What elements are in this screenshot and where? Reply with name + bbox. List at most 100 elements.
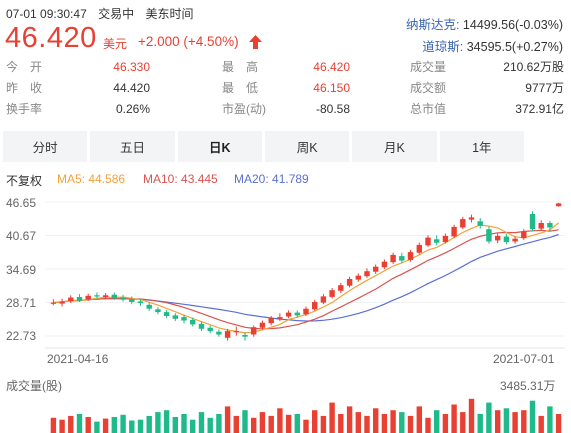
tab-intraday[interactable]: 分时 xyxy=(3,131,88,162)
candle-body xyxy=(277,317,283,319)
candle xyxy=(233,326,239,336)
arrow-up-icon xyxy=(249,35,262,49)
tab-five-day[interactable]: 五日 xyxy=(90,131,175,162)
candle xyxy=(477,217,483,229)
timezone-label: 美东时间 xyxy=(145,7,194,21)
candle xyxy=(451,224,457,239)
adjust-mode[interactable]: 不复权 xyxy=(6,174,43,188)
candle xyxy=(320,294,327,305)
candlestick-chart[interactable] xyxy=(0,190,571,360)
volume-bar xyxy=(94,421,100,433)
candle xyxy=(355,273,361,282)
volume-bar xyxy=(268,415,274,433)
volume-bar xyxy=(259,412,266,433)
volume-bar xyxy=(102,418,109,433)
index-nasdaq[interactable]: 纳斯达克: 14499.56(-0.03%) xyxy=(406,14,563,33)
ma5-legend: MA5: 44.586 xyxy=(57,172,126,186)
turnover-label: 换手率 xyxy=(6,102,43,116)
volume-bar xyxy=(468,398,475,433)
candle-body xyxy=(76,297,83,301)
candle-body xyxy=(233,331,239,333)
candle xyxy=(312,299,318,311)
candle xyxy=(76,294,83,302)
candle-body xyxy=(486,229,492,242)
volume-bar xyxy=(224,406,231,433)
candle-body xyxy=(190,319,196,325)
tab-daily-k[interactable]: 日K xyxy=(177,131,262,162)
volume-bar xyxy=(198,412,205,433)
candle-body xyxy=(120,297,126,300)
candle-body xyxy=(163,312,170,316)
candle-body xyxy=(416,244,422,253)
candle-body xyxy=(390,254,396,263)
pe-value: -80.58 xyxy=(315,102,350,116)
volume-bar xyxy=(407,415,414,433)
candle xyxy=(381,259,388,269)
index-dow-value: 34595.5(+0.27%) xyxy=(466,40,563,54)
volume-bar xyxy=(76,414,83,433)
candle-body xyxy=(451,226,457,237)
ma5-line xyxy=(53,222,559,334)
candle xyxy=(129,296,135,305)
volume-bar xyxy=(477,414,483,433)
candle xyxy=(486,226,492,244)
candle-body xyxy=(425,237,431,246)
last-price: 46.420 xyxy=(5,22,97,54)
volume-bar xyxy=(503,408,510,433)
volume-bar xyxy=(512,412,518,433)
candle xyxy=(102,293,109,300)
volume-bar xyxy=(172,417,178,433)
tab-weekly-k[interactable]: 周K xyxy=(264,131,350,162)
volume-bar xyxy=(181,414,187,433)
candle xyxy=(434,235,440,246)
candle xyxy=(155,307,161,315)
quote-datetime: 07-01 09:30:47 xyxy=(6,7,87,21)
high-value: 46.420 xyxy=(313,60,350,74)
tab-one-year[interactable]: 1年 xyxy=(439,131,524,162)
candle xyxy=(59,298,65,307)
candle-body xyxy=(381,261,388,268)
candle xyxy=(521,229,527,240)
period-tabs: 分时 五日 日K 周K 月K 1年 xyxy=(3,131,524,162)
tab-monthly-k[interactable]: 月K xyxy=(352,131,437,162)
candle xyxy=(50,299,57,306)
y-tick-label: 22.73 xyxy=(6,329,37,343)
candle-body xyxy=(207,327,213,332)
index-nasdaq-value: 14499.56(-0.03%) xyxy=(462,18,563,32)
index-dow[interactable]: 道琼斯: 34595.5(+0.27%) xyxy=(422,36,563,55)
candle-body xyxy=(198,323,205,329)
quote-header: 07-01 09:30:47 交易中 美东时间 xyxy=(6,5,201,22)
index-nasdaq-name: 纳斯达克: xyxy=(405,18,460,32)
candle-body xyxy=(442,235,449,243)
market-cap-label: 总市值 xyxy=(410,102,447,116)
volume-max-label: 3485.31万 xyxy=(500,379,556,393)
candle-body xyxy=(50,302,57,304)
candle-body xyxy=(129,299,135,302)
candle xyxy=(407,249,414,262)
volume-bar xyxy=(190,419,196,433)
candle-body xyxy=(346,279,353,286)
candle xyxy=(503,233,510,245)
candle-body xyxy=(495,235,501,241)
candle xyxy=(224,328,231,341)
candle-body xyxy=(407,252,414,260)
candle-body xyxy=(312,302,318,310)
candle-body xyxy=(547,223,553,228)
volume-bar xyxy=(59,419,65,433)
volume-bar xyxy=(355,412,361,433)
volume-bar xyxy=(529,400,536,433)
volume-value: 210.62万股 xyxy=(503,60,564,74)
market-cap-value: 372.91亿 xyxy=(515,102,564,116)
candle-body xyxy=(529,214,536,230)
candle xyxy=(373,264,379,274)
x-start-label: 2021-04-16 xyxy=(47,352,109,366)
candle-body xyxy=(85,295,91,300)
candle-body xyxy=(102,295,109,297)
candle-body xyxy=(181,317,187,321)
candle-body xyxy=(251,327,257,335)
x-end-label: 2021-07-01 xyxy=(493,352,555,366)
candle xyxy=(216,329,222,337)
candle-body xyxy=(512,238,518,242)
candle xyxy=(529,211,536,232)
candle-body xyxy=(434,239,440,243)
